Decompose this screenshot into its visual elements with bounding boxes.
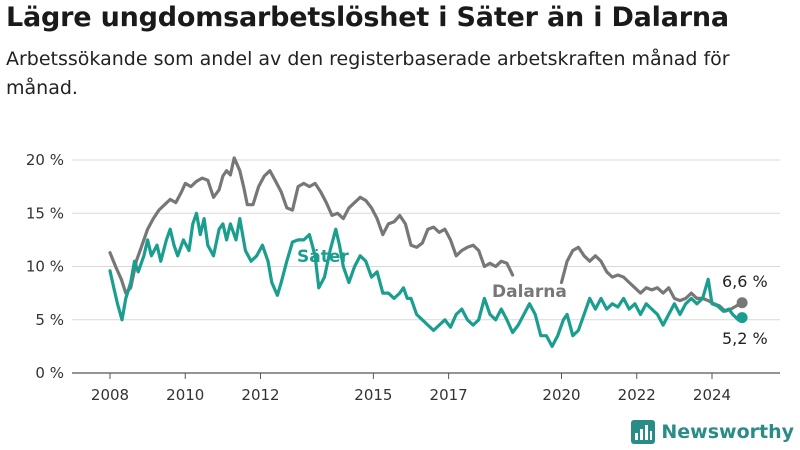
end-marker-sater [736,312,748,324]
y-tick-label: 0 % [35,364,64,382]
x-tick-label: 2022 [618,386,656,404]
end-marker-dalarna [736,297,748,309]
y-tick-label: 10 % [26,258,64,276]
x-tick-label: 2008 [91,386,129,404]
end-label-dalarna: 6,6 % [722,272,768,291]
end-label-sater: 5,2 % [722,329,768,348]
x-tick-label: 2017 [430,386,468,404]
x-tick-label: 2012 [241,386,279,404]
x-tick-label: 2010 [166,386,204,404]
series-line-sater [108,211,744,348]
chart-title: Lägre ungdomsarbetslöshet i Säter än i D… [6,2,729,33]
x-tick-label: 2020 [542,386,580,404]
series-label-sater: Säter [297,247,349,267]
brand-name: Newsworthy [661,421,794,443]
y-tick-label: 5 % [35,311,64,329]
series-line-dalarna [108,156,515,295]
x-tick-label: 2024 [693,386,731,404]
chart-subtitle: Arbetssökande som andel av den registerb… [6,48,730,99]
bar-chart-logo-icon [631,420,656,444]
brand-logo: Newsworthy [631,420,794,444]
y-tick-label: 15 % [26,204,64,222]
x-tick-label: 2015 [354,386,392,404]
y-tick-label: 20 % [26,151,64,169]
series-label-dalarna: Dalarna [492,282,567,302]
